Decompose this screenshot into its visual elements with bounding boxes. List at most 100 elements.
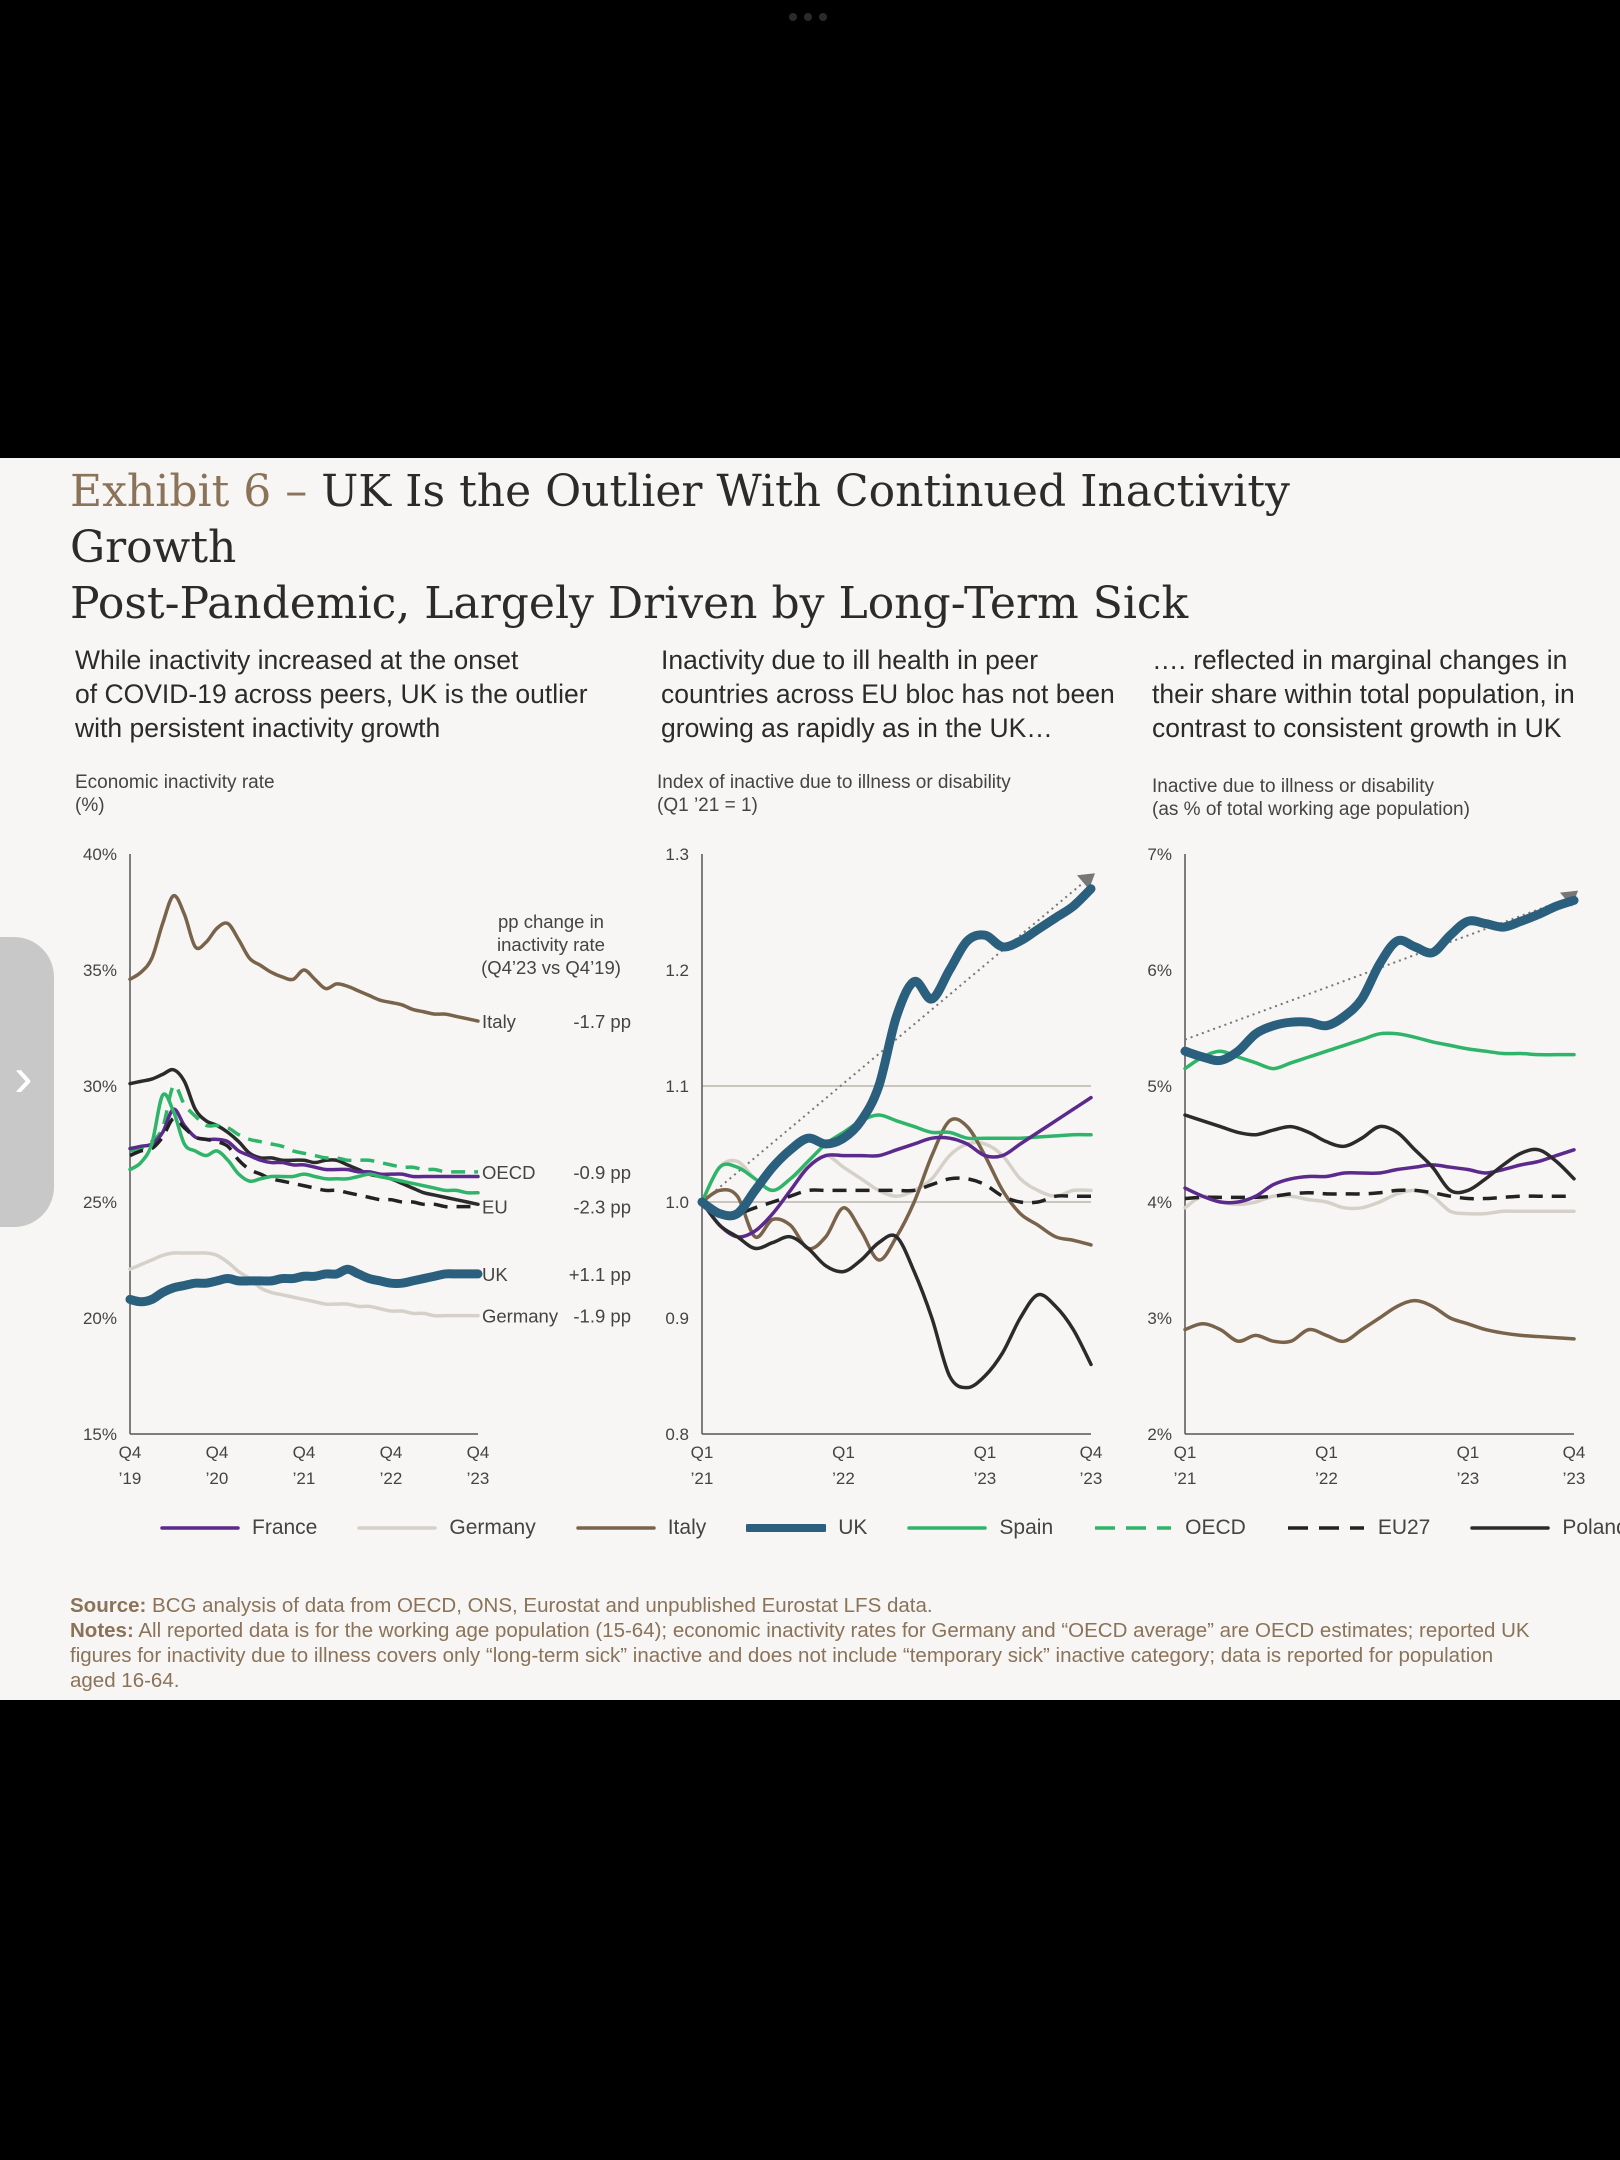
x-tick-label: ’23 bbox=[467, 1469, 490, 1488]
legend-item-eu27: EU27 bbox=[1286, 1516, 1431, 1540]
y-tick-label: 30% bbox=[83, 1077, 117, 1096]
panel2-subtitle-line: Inactivity due to ill health in peer bbox=[661, 645, 1039, 675]
panel3-subtitle-line: their share within total population, in bbox=[1152, 679, 1575, 709]
end-label-name: OECD bbox=[482, 1162, 535, 1183]
legend-item-uk: UK bbox=[746, 1516, 867, 1540]
chevron-right-icon: › bbox=[14, 1045, 33, 1108]
x-tick-label: Q4 bbox=[1080, 1443, 1103, 1462]
y-tick-label: 0.9 bbox=[665, 1309, 689, 1328]
panel2-subtitle: Inactivity due to ill health in peer cou… bbox=[661, 643, 1115, 745]
x-tick-label: ’21 bbox=[293, 1469, 316, 1488]
y-tick-label: 4% bbox=[1147, 1193, 1172, 1212]
panel1-subtitle-line: While inactivity increased at the onset bbox=[75, 645, 519, 675]
x-tick-label: Q4 bbox=[467, 1443, 490, 1462]
side-panel-tab[interactable]: › bbox=[0, 937, 54, 1227]
legend-label: Poland bbox=[1562, 1516, 1620, 1539]
source-text: BCG analysis of data from OECD, ONS, Eur… bbox=[146, 1594, 933, 1617]
legend-item-spain: Spain bbox=[907, 1516, 1053, 1540]
legend-swatch bbox=[746, 1524, 827, 1532]
series-line-uk bbox=[1180, 895, 1579, 1066]
y-tick-label: 1.2 bbox=[665, 961, 689, 980]
axis-title-line: Economic inactivity rate bbox=[75, 772, 275, 793]
series-line-poland bbox=[128, 1067, 480, 1207]
panel1-subtitle: While inactivity increased at the onset … bbox=[75, 643, 588, 745]
legend-item-italy: Italy bbox=[575, 1516, 706, 1540]
end-label-name: Italy bbox=[482, 1011, 517, 1032]
series-line-italy bbox=[1183, 1298, 1576, 1345]
x-tick-label: ’22 bbox=[1315, 1469, 1338, 1488]
y-tick-label: 40% bbox=[83, 845, 117, 864]
end-label-name: EU bbox=[482, 1197, 508, 1218]
legend-swatch bbox=[575, 1526, 656, 1530]
end-label-change: -1.7 pp bbox=[573, 1011, 631, 1032]
x-tick-label: ’23 bbox=[1457, 1469, 1480, 1488]
panel2-axis-title: Index of inactive due to illness or disa… bbox=[657, 771, 1011, 817]
series-line-oecd bbox=[129, 1083, 478, 1174]
panel1-subtitle-line: with persistent inactivity growth bbox=[75, 713, 441, 743]
x-tick-label: Q1 bbox=[1174, 1443, 1197, 1462]
legend-label: Spain bbox=[999, 1516, 1054, 1539]
legend-item-germany: Germany bbox=[357, 1516, 536, 1540]
x-tick-label: ’23 bbox=[1080, 1469, 1103, 1488]
end-label-name: UK bbox=[482, 1264, 508, 1285]
panel1-axis-title: Economic inactivity rate (%) bbox=[75, 771, 275, 817]
y-tick-label: 1.0 bbox=[665, 1193, 689, 1212]
slide: Exhibit 6 – UK Is the Outlier With Conti… bbox=[0, 458, 1620, 1700]
end-label-change: -2.3 pp bbox=[573, 1197, 631, 1218]
pp-change-header: inactivity rate bbox=[497, 934, 605, 955]
series-line-france bbox=[1183, 1148, 1576, 1205]
series-line-eu27 bbox=[700, 1176, 1091, 1217]
series-line-germany bbox=[1183, 1188, 1576, 1216]
legend-swatch bbox=[160, 1526, 240, 1530]
series-line-spain bbox=[1183, 1031, 1576, 1071]
x-tick-label: ’22 bbox=[832, 1469, 855, 1488]
title-line-2: Post-Pandemic, Largely Driven by Long-Te… bbox=[70, 578, 1189, 629]
axis-title-line: Inactive due to illness or disability bbox=[1152, 776, 1434, 797]
series-line-spain bbox=[128, 1092, 480, 1195]
chart-panel-3: 2% 3% 4% 5% 6% 7% Q1 ’21 Q1 ’22 Q1 ’23 Q4 ’23 bbox=[1147, 845, 1585, 1488]
x-tick-label: Q1 bbox=[974, 1443, 997, 1462]
panel2-subtitle-line: growing as rapidly as in the UK… bbox=[661, 713, 1053, 743]
legend-label: EU27 bbox=[1377, 1516, 1431, 1539]
y-tick-label: 2% bbox=[1147, 1425, 1172, 1444]
series-line-france bbox=[700, 1095, 1093, 1239]
panel3-axis-title: Inactive due to illness or disability (a… bbox=[1152, 775, 1470, 821]
series-line-eu27 bbox=[1184, 1188, 1574, 1201]
footnotes: Source: BCG analysis of data from OECD, … bbox=[70, 1593, 1530, 1693]
legend-item-oecd: OECD bbox=[1093, 1516, 1246, 1540]
notes-text: All reported data is for the working age… bbox=[70, 1619, 1530, 1692]
title-line-1: UK Is the Outlier With Continued Inactiv… bbox=[70, 466, 1290, 573]
series-line-eu27 bbox=[129, 1116, 478, 1209]
y-tick-label: 25% bbox=[83, 1193, 117, 1212]
source-label: Source: bbox=[70, 1594, 147, 1617]
x-tick-label: ’22 bbox=[380, 1469, 403, 1488]
x-tick-label: Q4 bbox=[119, 1443, 142, 1462]
chart-panel-2: 0.8 0.9 1.0 1.1 1.2 1.3 Q1 ’21 Q1 ’22 Q1 ’23 Q4 ’23 bbox=[665, 845, 1102, 1488]
x-tick-label: ’21 bbox=[1174, 1469, 1197, 1488]
axis-title-line: Index of inactive due to illness or disa… bbox=[657, 772, 1011, 793]
source-note: Source: BCG analysis of data from OECD, … bbox=[70, 1593, 1530, 1618]
x-tick-label: ’23 bbox=[974, 1469, 997, 1488]
legend-swatch bbox=[357, 1526, 438, 1530]
y-tick-label: 15% bbox=[83, 1425, 117, 1444]
x-tick-label: Q4 bbox=[293, 1443, 316, 1462]
legend-item-france: France bbox=[160, 1516, 317, 1540]
end-label-change: -1.9 pp bbox=[573, 1306, 631, 1327]
y-tick-label: 3% bbox=[1147, 1309, 1172, 1328]
panel3-subtitle-line: …. reflected in marginal changes in bbox=[1152, 645, 1568, 675]
y-tick-label: 20% bbox=[83, 1309, 117, 1328]
end-label-change: -0.9 pp bbox=[573, 1162, 631, 1183]
legend-label: OECD bbox=[1185, 1516, 1246, 1539]
pp-change-header: pp change in bbox=[498, 911, 604, 932]
x-tick-label: Q1 bbox=[1457, 1443, 1480, 1462]
window-dots bbox=[789, 13, 827, 21]
y-tick-label: 1.1 bbox=[665, 1077, 689, 1096]
legend-swatch bbox=[1470, 1526, 1551, 1530]
series-line-poland bbox=[700, 1200, 1093, 1390]
legend: France Germany Italy UK Spain OECD EU27 Poland bbox=[160, 1516, 1620, 1540]
notes: Notes: All reported data is for the work… bbox=[70, 1618, 1530, 1693]
y-tick-label: 0.8 bbox=[665, 1425, 689, 1444]
x-tick-label: Q4 bbox=[380, 1443, 403, 1462]
axis-title-line: (%) bbox=[75, 795, 105, 816]
series-line-uk bbox=[697, 884, 1096, 1221]
